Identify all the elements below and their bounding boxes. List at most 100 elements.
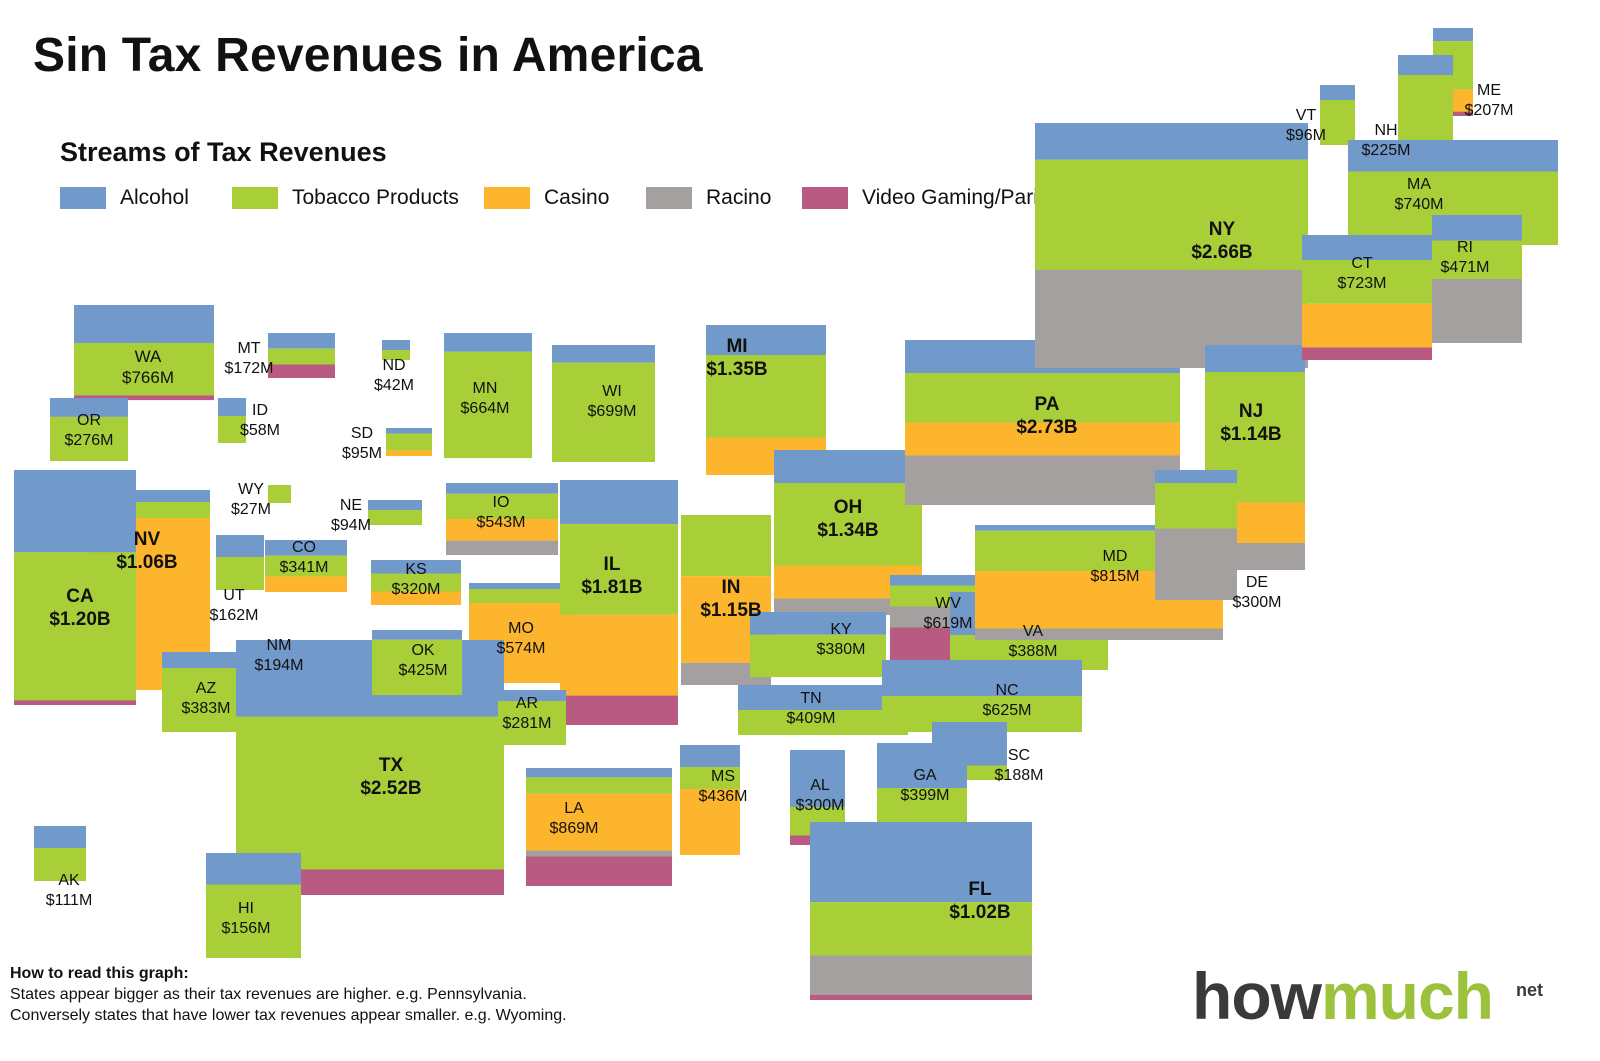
state-band-casino (386, 450, 432, 456)
state-value-nh: $225M (1362, 142, 1411, 159)
state-band-alcohol (1302, 235, 1432, 260)
state-wa (74, 305, 214, 401)
state-band-tobacco (1155, 483, 1237, 529)
state-label-ut: UT (223, 587, 245, 604)
state-label-ky: KY (830, 621, 852, 638)
state-label-mt: MT (237, 340, 260, 357)
state-band-video (526, 856, 672, 886)
state-value-me: $207M (1465, 102, 1514, 119)
state-ca (14, 470, 136, 705)
state-value-az: $383M (182, 700, 231, 717)
state-co (265, 540, 347, 592)
state-band-video (560, 695, 678, 725)
state-band-alcohol (1320, 85, 1355, 100)
state-label-ar: AR (516, 695, 538, 712)
state-wy (268, 485, 291, 503)
state-wi (552, 345, 655, 462)
state-value-mt: $172M (225, 360, 274, 377)
state-value-nc: $625M (983, 702, 1032, 719)
state-band-tobacco (905, 373, 1180, 423)
state-band-tobacco (265, 555, 347, 577)
state-value-mi: $1.35B (706, 359, 767, 380)
state-value-al: $300M (796, 797, 845, 814)
legend-item-alcohol: Alcohol (60, 185, 189, 211)
state-band-alcohol (1432, 215, 1522, 241)
state-value-sc: $188M (995, 767, 1044, 784)
state-label-az: AZ (196, 680, 217, 697)
state-value-ok: $425M (399, 662, 448, 679)
state-band-tobacco (371, 573, 461, 592)
page-title: Sin Tax Revenues in America (33, 29, 703, 82)
state-value-wa: $766M (122, 368, 174, 387)
state-value-ca: $1.20B (49, 609, 110, 630)
state-band-tobacco (268, 485, 291, 503)
state-band-alcohol (206, 853, 301, 885)
state-label-fl: FL (968, 879, 992, 900)
legend-item-casino: Casino (484, 185, 609, 211)
state-value-hi: $156M (222, 920, 271, 937)
state-label-ca: CA (66, 586, 94, 607)
state-band-alcohol (1398, 55, 1453, 75)
state-band-alcohol (1155, 470, 1237, 483)
state-band-tobacco (552, 362, 655, 462)
state-label-nj: NJ (1239, 401, 1263, 422)
state-label-ct: CT (1351, 255, 1373, 272)
state-value-vt: $96M (1286, 127, 1326, 144)
state-band-racino (681, 662, 771, 685)
state-value-mn: $664M (461, 400, 510, 417)
state-label-nv: NV (134, 529, 161, 550)
state-band-alcohol (975, 525, 1223, 531)
state-band-casino (371, 591, 461, 605)
state-band-alcohol (469, 583, 579, 589)
state-label-ma: MA (1407, 176, 1431, 193)
state-band-alcohol (50, 398, 128, 417)
state-band-racino (774, 598, 922, 615)
state-value-id: $58M (240, 422, 280, 439)
state-band-alcohol (265, 540, 347, 556)
state-value-mo: $574M (497, 640, 546, 657)
state-ks (371, 560, 461, 605)
state-id (218, 398, 246, 443)
state-band-alcohol (882, 660, 1082, 696)
state-band-racino (526, 850, 672, 857)
state-label-wy: WY (238, 481, 264, 498)
state-band-alcohol (444, 333, 532, 352)
state-label-nc: NC (995, 682, 1018, 699)
legend-swatch-casino (484, 187, 530, 209)
state-band-tobacco (681, 515, 771, 577)
howmuch-logo: howmuch (1192, 958, 1494, 1034)
state-mt (268, 333, 335, 378)
state-band-alcohol (1348, 140, 1558, 172)
state-label-id: ID (252, 402, 268, 419)
state-band-racino (1155, 528, 1237, 600)
state-mn (444, 333, 532, 459)
state-band-casino (680, 789, 740, 855)
state-label-oh: OH (834, 497, 863, 518)
state-value-nj: $1.14B (1220, 424, 1281, 445)
state-band-racino (1432, 279, 1522, 343)
state-label-io: IO (493, 494, 510, 511)
state-or (50, 398, 128, 461)
state-value-ma: $740M (1395, 196, 1444, 213)
state-tx (236, 640, 504, 895)
state-band-alcohol (218, 398, 246, 416)
how-to-read-line-2: Conversely states that have lower tax re… (10, 1007, 567, 1024)
state-label-sc: SC (1008, 747, 1030, 764)
state-band-tobacco (810, 902, 1032, 956)
state-label-ga: GA (913, 767, 936, 784)
state-band-alcohol (74, 305, 214, 343)
state-label-pa: PA (1035, 394, 1060, 415)
state-ct (1302, 235, 1432, 360)
state-band-tobacco (1035, 159, 1308, 271)
logo-net: net (1516, 980, 1543, 1000)
state-value-io: $543M (477, 514, 526, 531)
state-band-video (74, 395, 214, 401)
state-band-video (14, 700, 136, 705)
state-label-al: AL (810, 777, 830, 794)
state-value-de: $300M (1233, 594, 1282, 611)
state-value-co: $341M (280, 559, 329, 576)
state-vt (1320, 85, 1355, 145)
state-band-alcohol (877, 743, 967, 788)
state-band-alcohol (162, 652, 244, 668)
